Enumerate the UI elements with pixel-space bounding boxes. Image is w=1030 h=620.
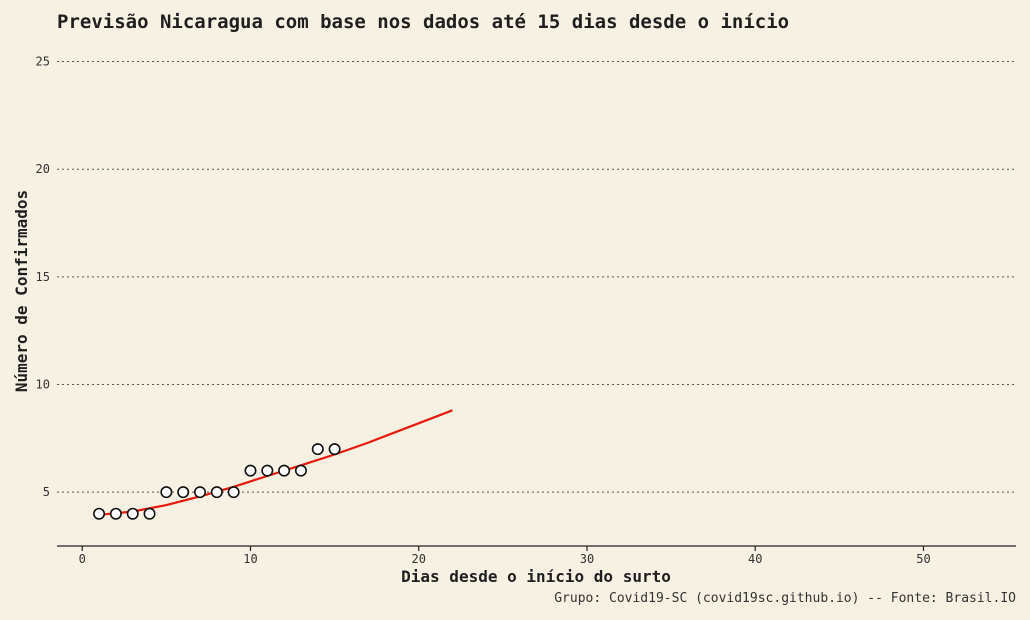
data-point bbox=[177, 486, 190, 499]
x-tick-label-40: 40 bbox=[748, 552, 762, 566]
data-point bbox=[93, 507, 106, 520]
forecast-curve bbox=[98, 409, 453, 516]
x-tick-label-30: 30 bbox=[580, 552, 594, 566]
x-tick-label-10: 10 bbox=[243, 552, 257, 566]
data-points bbox=[93, 443, 341, 520]
y-tick-labels: 5 10 15 20 25 bbox=[36, 55, 50, 500]
data-point bbox=[244, 464, 257, 477]
data-point bbox=[294, 464, 307, 477]
chart-title: Previsão Nicaragua com base nos dados at… bbox=[57, 11, 789, 33]
x-tick-label-20: 20 bbox=[412, 552, 426, 566]
y-tick-label-25: 25 bbox=[36, 55, 50, 69]
grid-lines bbox=[57, 61, 1016, 493]
x-tick-label-0: 0 bbox=[79, 552, 86, 566]
y-tick-label-10: 10 bbox=[36, 378, 50, 392]
y-tick-label-15: 15 bbox=[36, 270, 50, 284]
data-point bbox=[160, 486, 173, 499]
data-point bbox=[143, 507, 156, 520]
data-point bbox=[194, 486, 207, 499]
data-point bbox=[126, 507, 139, 520]
x-axis-label: Dias desde o início do surto bbox=[401, 567, 671, 586]
x-tick-label-50: 50 bbox=[916, 552, 930, 566]
data-point bbox=[227, 486, 240, 499]
data-point bbox=[278, 464, 291, 477]
data-point bbox=[311, 443, 324, 456]
data-point bbox=[210, 486, 223, 499]
y-tick-label-5: 5 bbox=[43, 485, 50, 499]
data-point bbox=[261, 464, 274, 477]
chart-caption: Grupo: Covid19-SC (covid19sc.github.io) … bbox=[554, 591, 1016, 606]
forecast-line bbox=[98, 409, 453, 516]
data-point bbox=[109, 507, 122, 520]
y-axis-label: Número de Confirmados bbox=[12, 190, 31, 392]
x-ticks: 0 10 20 30 40 50 bbox=[79, 546, 931, 566]
data-point bbox=[328, 443, 341, 456]
y-tick-label-20: 20 bbox=[36, 162, 50, 176]
